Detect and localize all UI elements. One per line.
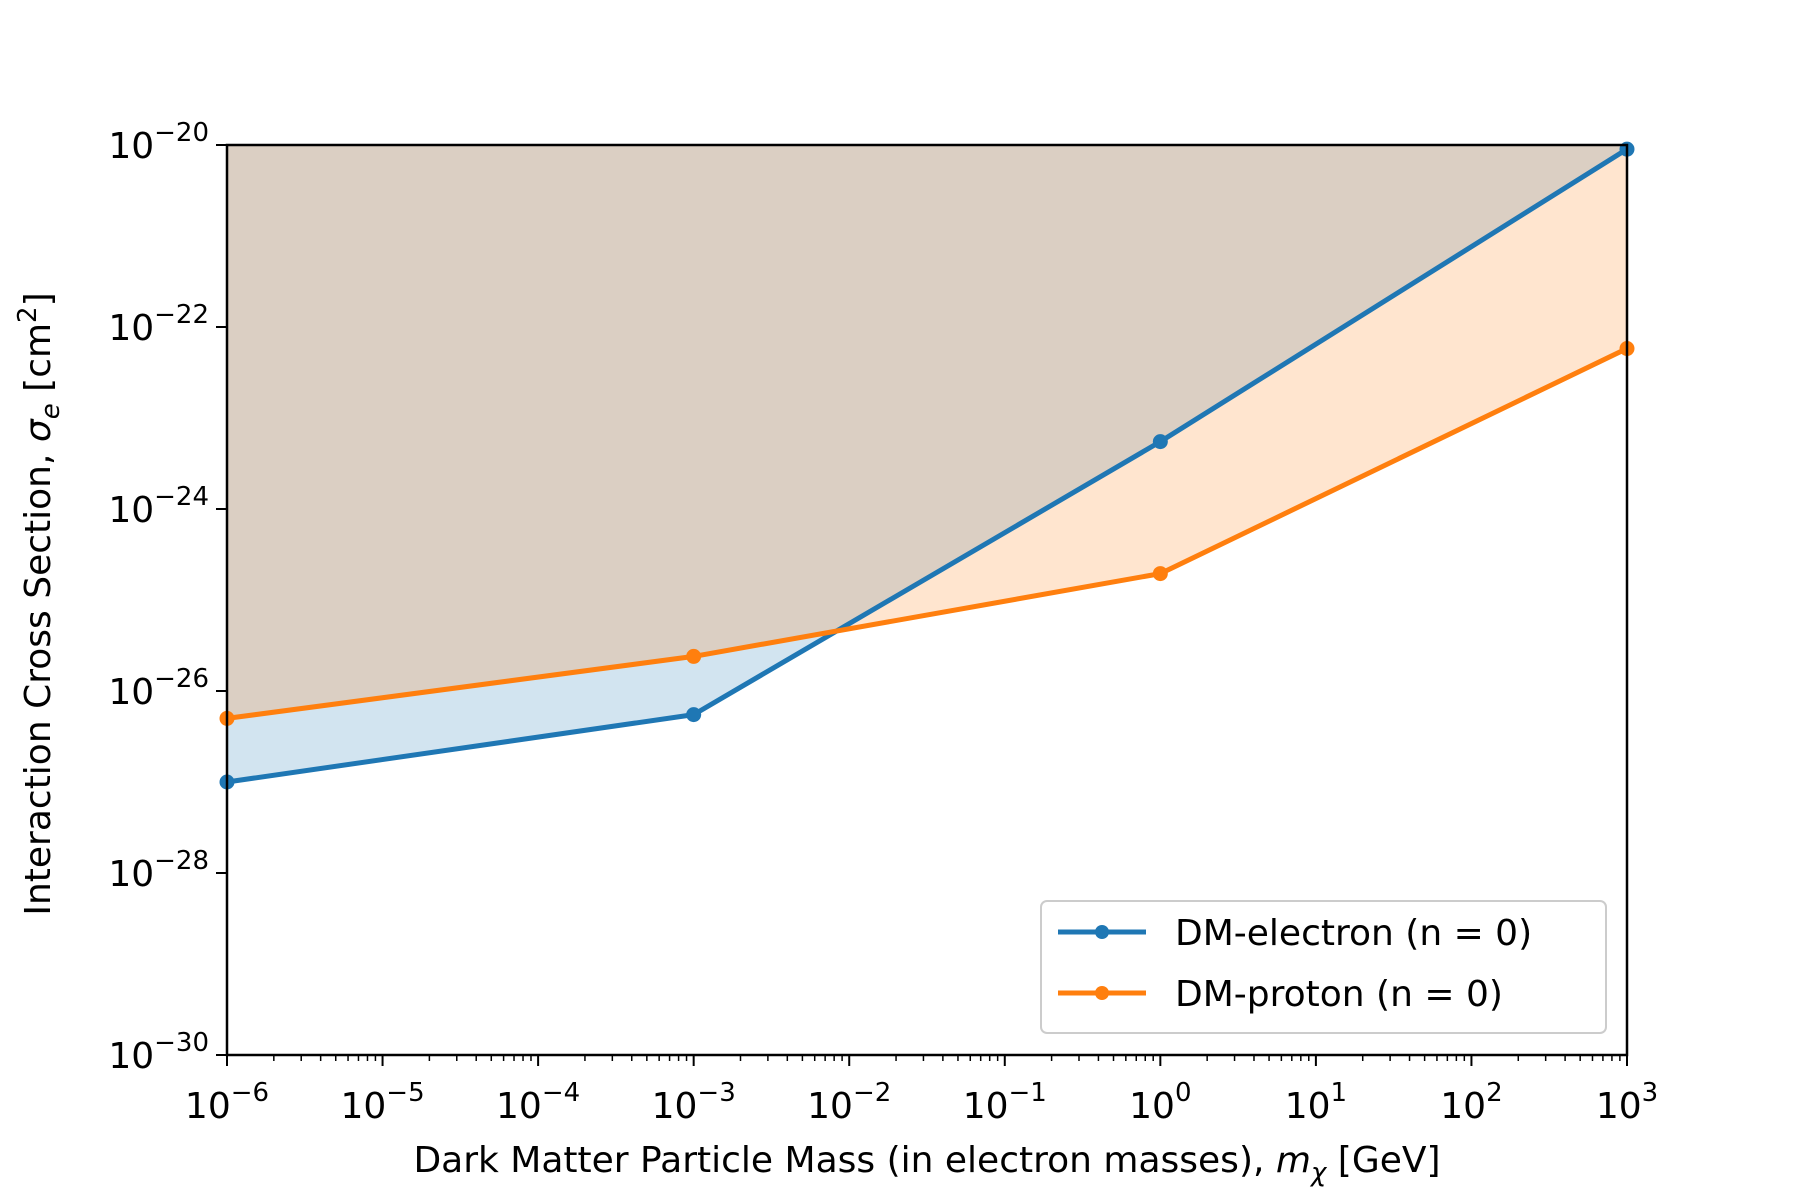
x-tick-label-base: 10 xyxy=(652,1086,698,1127)
x-axis-label-unit: [GeV] xyxy=(1326,1140,1440,1181)
x-tick-label-exponent: −2 xyxy=(853,1078,891,1108)
series-point-0 xyxy=(686,707,702,723)
y-tick-label-exponent: −20 xyxy=(154,118,209,148)
x-axis-label-subscript: χ xyxy=(1309,1158,1328,1188)
legend-label-proton: DM-proton (n = 0) xyxy=(1175,974,1503,1015)
x-tick-label-exponent: −4 xyxy=(542,1078,580,1108)
y-tick-label: 10−22 xyxy=(108,300,209,349)
y-axis-label-unit-close: ] xyxy=(18,292,59,306)
series-point-0 xyxy=(1152,434,1168,450)
y-tick-label: 10−20 xyxy=(108,118,209,167)
x-tick-label-base: 10 xyxy=(1285,1086,1331,1127)
y-tick-label: 10−24 xyxy=(108,482,209,531)
x-axis-label-main: Dark Matter Particle Mass (in electron m… xyxy=(413,1140,1275,1181)
x-tick-label-exponent: 3 xyxy=(1642,1078,1659,1108)
y-tick-label-base: 10 xyxy=(108,490,154,531)
x-tick-label: 10−2 xyxy=(807,1078,891,1127)
series-point-1 xyxy=(1152,566,1168,582)
y-axis-label: Interaction Cross Section, σe [cm2] xyxy=(13,292,66,915)
y-tick-label-exponent: −26 xyxy=(154,664,209,694)
y-tick-label-exponent: −28 xyxy=(154,846,209,876)
y-axis-label-unit-superscript: 2 xyxy=(13,306,43,323)
fill-layer xyxy=(227,145,1627,782)
y-tick-label: 10−30 xyxy=(108,1028,209,1077)
legend: DM-electron (n = 0) DM-proton (n = 0) xyxy=(1040,900,1607,1034)
x-tick-label-exponent: −1 xyxy=(1009,1078,1047,1108)
y-tick-label-base: 10 xyxy=(108,1036,154,1077)
x-tick-label: 10−1 xyxy=(963,1078,1047,1127)
x-axis-label-symbol: m xyxy=(1276,1140,1311,1181)
x-tick-label: 101 xyxy=(1285,1078,1347,1127)
y-axis-label-symbol: σ xyxy=(18,418,59,442)
series-line-1 xyxy=(226,346,1629,721)
y-tick-label-exponent: −30 xyxy=(154,1028,209,1058)
x-tick-label-base: 10 xyxy=(807,1086,853,1127)
x-tick-label-base: 10 xyxy=(963,1086,1009,1127)
x-tick-label-exponent: −6 xyxy=(231,1078,269,1108)
legend-box xyxy=(1040,900,1607,1034)
x-tick-label: 10−4 xyxy=(496,1078,580,1127)
x-tick-label-base: 10 xyxy=(496,1086,542,1127)
y-tick-label: 10−28 xyxy=(108,846,209,895)
legend-marker-electron xyxy=(1095,925,1109,939)
y-tick-label-base: 10 xyxy=(108,672,154,713)
x-tick-label-exponent: −3 xyxy=(697,1078,735,1108)
y-tick-label-base: 10 xyxy=(108,126,154,167)
x-tick-label: 10−5 xyxy=(340,1078,424,1127)
y-axis-label-unit: [cm xyxy=(18,323,59,403)
x-tick-label: 102 xyxy=(1440,1078,1502,1127)
x-tick-label-base: 10 xyxy=(1440,1086,1486,1127)
x-tick-label-base: 10 xyxy=(340,1086,386,1127)
y-tick-label-exponent: −24 xyxy=(154,482,209,512)
x-tick-label: 10−3 xyxy=(652,1078,736,1127)
x-axis-label: Dark Matter Particle Mass (in electron m… xyxy=(413,1140,1440,1188)
legend-marker-proton xyxy=(1095,986,1109,1000)
series-line-0 xyxy=(226,147,1629,785)
x-tick-label: 10−6 xyxy=(185,1078,269,1127)
x-tick-label-base: 10 xyxy=(1596,1086,1642,1127)
x-tick-label: 100 xyxy=(1129,1078,1191,1127)
x-tick-label-exponent: 1 xyxy=(1331,1078,1348,1108)
y-axis-label-subscript: e xyxy=(36,403,66,419)
fill-region-1 xyxy=(227,145,1627,719)
plot-frame xyxy=(225,143,1629,1057)
y-tick-label-base: 10 xyxy=(108,854,154,895)
x-tick-label-exponent: −5 xyxy=(386,1078,424,1108)
tick-labels: 10−6 10−5 10−4 10−3 10−2 10−1 100 101 102 10310−3… xyxy=(108,118,1658,1127)
x-tick-label-base: 10 xyxy=(185,1086,231,1127)
y-tick-label-exponent: −22 xyxy=(154,300,209,330)
x-tick-label-exponent: 2 xyxy=(1486,1078,1503,1108)
x-tick-label: 103 xyxy=(1596,1078,1658,1127)
x-tick-label-base: 10 xyxy=(1129,1086,1175,1127)
y-tick-label: 10−26 xyxy=(108,664,209,713)
major-ticks xyxy=(216,144,1628,1066)
y-tick-label-base: 10 xyxy=(108,308,154,349)
legend-label-electron: DM-electron (n = 0) xyxy=(1175,913,1532,954)
fill-region-0 xyxy=(227,145,1627,782)
series-point-1 xyxy=(686,648,702,664)
x-tick-label-exponent: 0 xyxy=(1175,1078,1192,1108)
y-axis-label-main: Interaction Cross Section, xyxy=(18,442,59,916)
